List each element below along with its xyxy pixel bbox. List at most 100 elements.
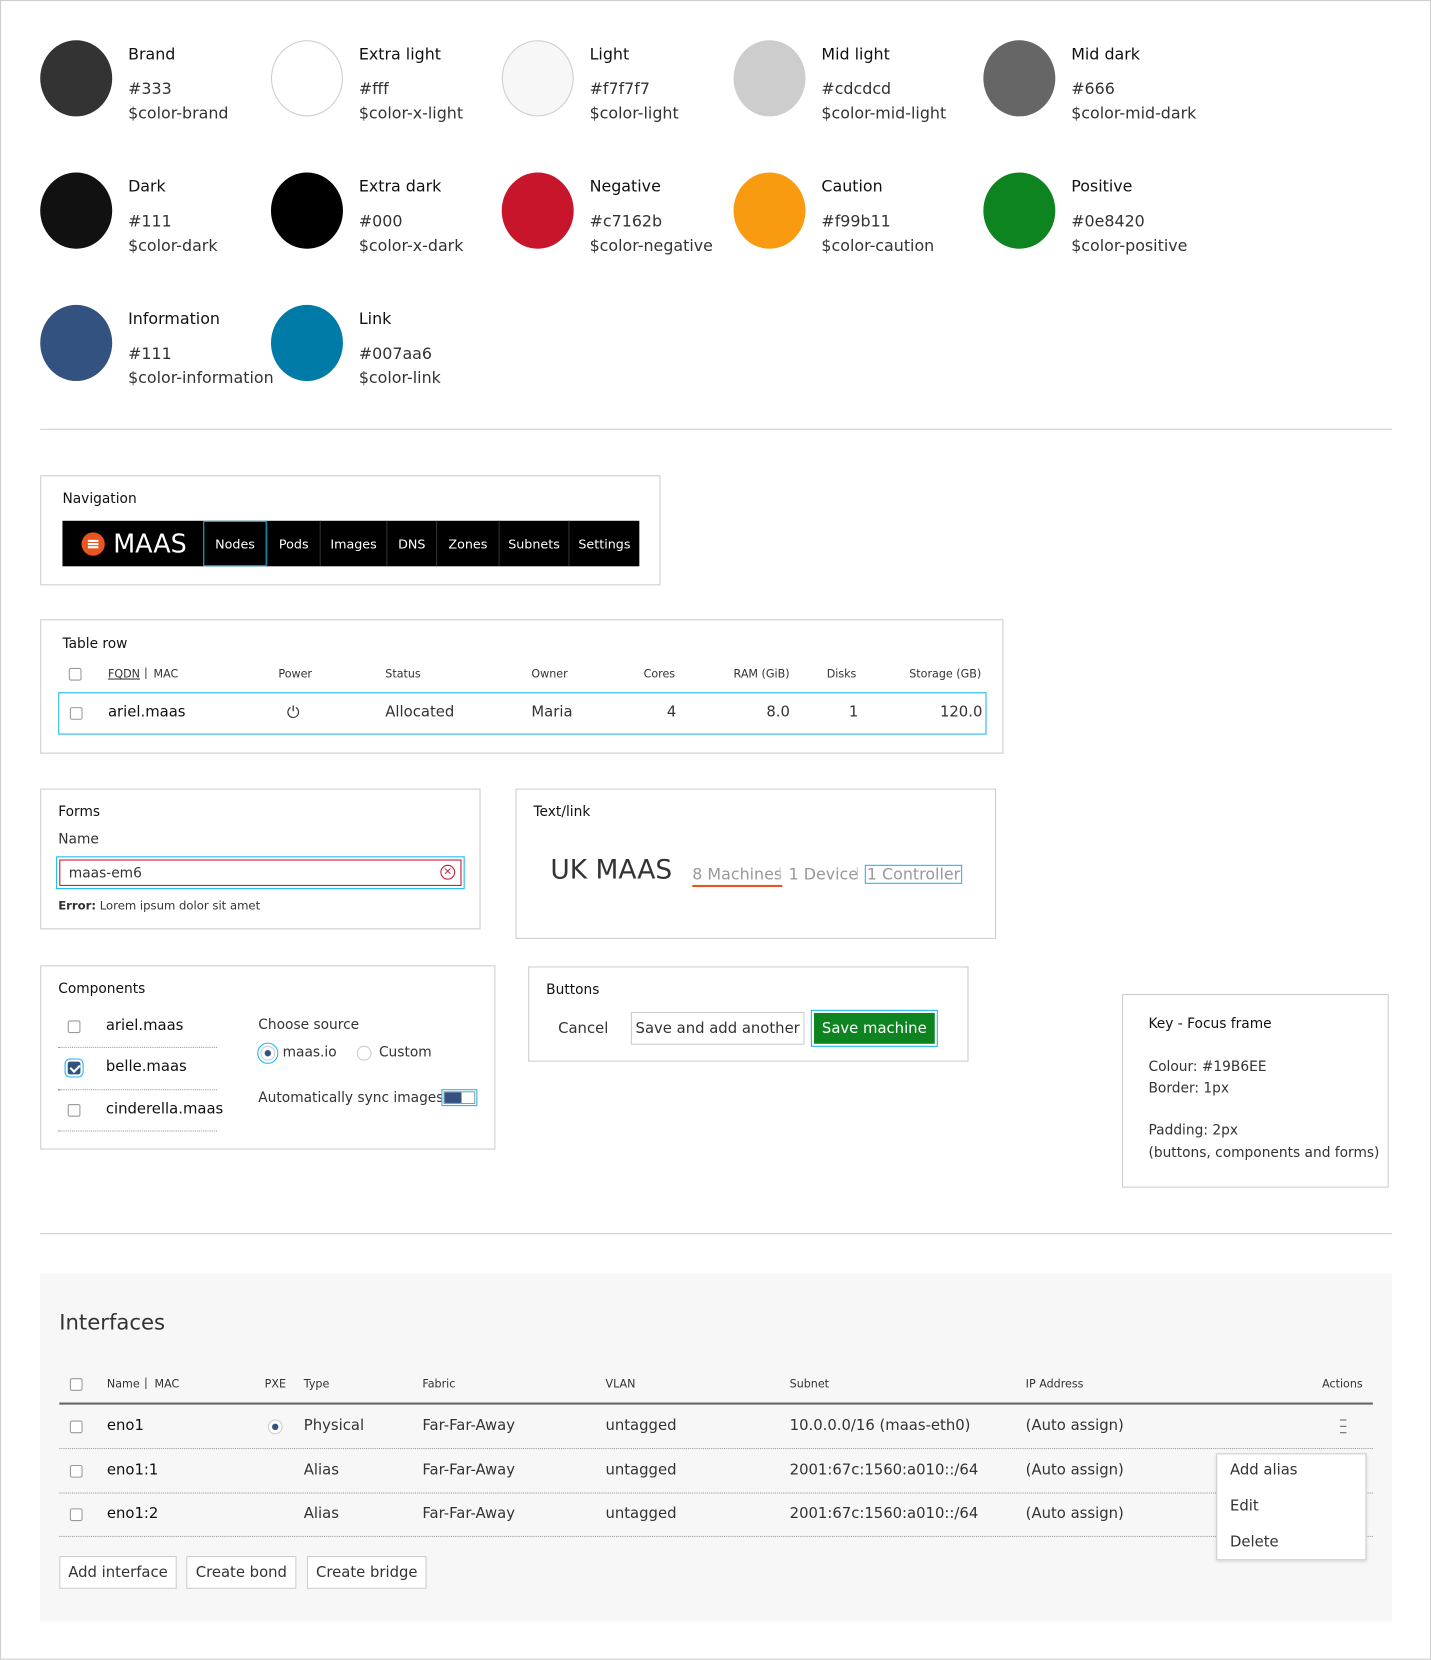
header-mac[interactable]: MAC xyxy=(154,1378,180,1391)
tab-devices[interactable]: 1 Device xyxy=(788,864,859,884)
create-bond-button[interactable]: Create bond xyxy=(186,1555,297,1589)
select-all-checkbox[interactable] xyxy=(69,1378,83,1391)
swatch-variable: $color-positive xyxy=(1071,236,1188,256)
row-divider xyxy=(58,1130,217,1132)
swatch-circle xyxy=(270,40,343,117)
header-mac[interactable]: MAC xyxy=(153,667,179,681)
menu-item-edit[interactable]: Edit xyxy=(1229,1497,1259,1515)
checkbox-ariel[interactable] xyxy=(67,1020,81,1034)
swatch-name: Extra dark xyxy=(358,176,442,196)
error-clear-icon[interactable]: × xyxy=(440,864,456,880)
power-icon: ⏻ xyxy=(286,702,300,722)
table-row[interactable]: eno1:2 Alias Far-Far-Away untagged 2001:67c:… xyxy=(59,1492,1373,1537)
header-name[interactable]: Name xyxy=(106,1378,140,1391)
table-row[interactable]: ariel.maas ⏻ Allocated Maria 4 8.0 1 120… xyxy=(58,692,987,735)
panel-title: Navigation xyxy=(62,491,137,508)
row-checkbox[interactable] xyxy=(69,707,83,720)
key-title: Key - Focus frame xyxy=(1148,1016,1272,1033)
row-name[interactable]: eno1:1 xyxy=(106,1461,159,1479)
name-input[interactable]: maas-em6 xyxy=(59,859,462,886)
swatch-hex: #666 xyxy=(1071,79,1115,99)
table-row[interactable]: eno1:1 Alias Far-Far-Away untagged 2001:67c:… xyxy=(59,1449,1373,1494)
radio-label: maas.io xyxy=(282,1044,337,1061)
color-swatch: Dark #111 $color-dark xyxy=(40,172,283,268)
nav-item-images[interactable]: Images xyxy=(319,520,387,567)
row-checkbox[interactable] xyxy=(69,1508,83,1522)
table-row-panel: Table row FQDN | MAC Power Status Owner … xyxy=(40,619,1004,754)
row-checkbox[interactable] xyxy=(69,1464,83,1478)
header-divider xyxy=(59,1402,1373,1405)
swatch-circle xyxy=(270,304,343,382)
swatch-circle xyxy=(983,172,1056,249)
pxe-indicator[interactable] xyxy=(267,1419,283,1435)
actions-menu-toggle[interactable] xyxy=(1338,1417,1349,1436)
save-and-add-another-button[interactable]: Save and add another xyxy=(630,1011,805,1045)
swatch-variable: $color-information xyxy=(128,368,274,388)
swatch-hex: #007aa6 xyxy=(358,344,433,364)
nav-item-subnets[interactable]: Subnets xyxy=(498,520,569,567)
row-fqdn[interactable]: ariel.maas xyxy=(107,703,186,721)
table-row[interactable]: eno1 Physical Far-Far-Away untagged 10.0.0.0… xyxy=(59,1405,1373,1450)
header-actions: Actions xyxy=(1322,1378,1363,1391)
tab-machines[interactable]: 8 Machines xyxy=(692,865,783,888)
nav-item-pods[interactable]: Pods xyxy=(266,520,320,567)
ubuntu-logo-icon xyxy=(81,531,105,556)
row-ip: (Auto assign) xyxy=(1025,1417,1124,1435)
header-fqdn[interactable]: FQDN xyxy=(107,667,140,681)
nav-item-zones[interactable]: Zones xyxy=(436,520,498,567)
logo-text: MAAS xyxy=(113,528,187,559)
key-colour: Colour: #19B6EE xyxy=(1148,1059,1267,1076)
swatch-variable: $color-x-dark xyxy=(358,236,464,256)
maas-logo[interactable]: MAAS xyxy=(62,521,203,567)
swatch-circle xyxy=(733,40,806,117)
checkbox-cinderella[interactable] xyxy=(67,1104,81,1117)
checkbox-belle[interactable] xyxy=(64,1058,84,1078)
panel-title: Table row xyxy=(62,636,128,653)
divider xyxy=(40,1233,1392,1235)
nav-item-nodes[interactable]: Nodes xyxy=(203,520,267,567)
radio-label: Custom xyxy=(378,1044,432,1061)
header-owner: Owner xyxy=(531,667,568,681)
swatch-hex: #f7f7f7 xyxy=(589,79,650,99)
sync-images-toggle[interactable] xyxy=(441,1089,478,1107)
row-name[interactable]: eno1:2 xyxy=(106,1505,159,1523)
row-type: Alias xyxy=(303,1461,339,1479)
color-swatch: Extra light #fff $color-x-light xyxy=(270,40,514,135)
menu-item-add-alias[interactable]: Add alias xyxy=(1229,1461,1298,1479)
row-divider xyxy=(58,1046,217,1048)
swatch-hex: #111 xyxy=(128,211,172,231)
swatch-variable: $color-caution xyxy=(821,236,935,256)
tab-controllers[interactable]: 1 Controller xyxy=(864,864,963,884)
swatch-name: Negative xyxy=(589,176,661,196)
swatch-name: Positive xyxy=(1071,176,1133,196)
row-divider xyxy=(59,1492,1373,1494)
nav-item-dns[interactable]: DNS xyxy=(386,520,436,567)
header-power: Power xyxy=(278,667,312,681)
swatch-hex: #c7162b xyxy=(589,211,663,231)
nav-item-settings[interactable]: Settings xyxy=(568,520,639,567)
row-ip: (Auto assign) xyxy=(1025,1461,1124,1479)
select-all-checkbox[interactable] xyxy=(68,667,82,681)
create-bridge-button[interactable]: Create bridge xyxy=(306,1555,427,1589)
row-divider xyxy=(58,1089,217,1091)
add-interface-button[interactable]: Add interface xyxy=(59,1555,177,1589)
tab-separator: | xyxy=(855,864,860,880)
swatch-name: Caution xyxy=(821,176,883,196)
row-divider xyxy=(59,1448,1373,1450)
menu-item-delete[interactable]: Delete xyxy=(1229,1533,1279,1551)
row-name[interactable]: eno1 xyxy=(106,1417,144,1435)
swatch-variable: $color-negative xyxy=(589,236,713,256)
cancel-button[interactable]: Cancel xyxy=(546,1011,621,1045)
save-machine-button[interactable]: Save machine xyxy=(813,1012,935,1044)
text-link-panel: Text/link UK MAAS 8 Machines | 1 Device … xyxy=(515,788,997,939)
row-owner: Maria xyxy=(531,703,573,721)
radio-maas-io[interactable] xyxy=(257,1042,279,1064)
row-checkbox[interactable] xyxy=(69,1420,83,1434)
radio-custom[interactable] xyxy=(356,1045,372,1061)
name-input-value: maas-em6 xyxy=(68,865,142,882)
color-swatch: Link #007aa6 $color-link xyxy=(270,304,514,400)
panel-title: Text/link xyxy=(533,804,591,821)
checkbox-label: cinderella.maas xyxy=(105,1100,224,1118)
swatch-name: Dark xyxy=(128,176,166,196)
